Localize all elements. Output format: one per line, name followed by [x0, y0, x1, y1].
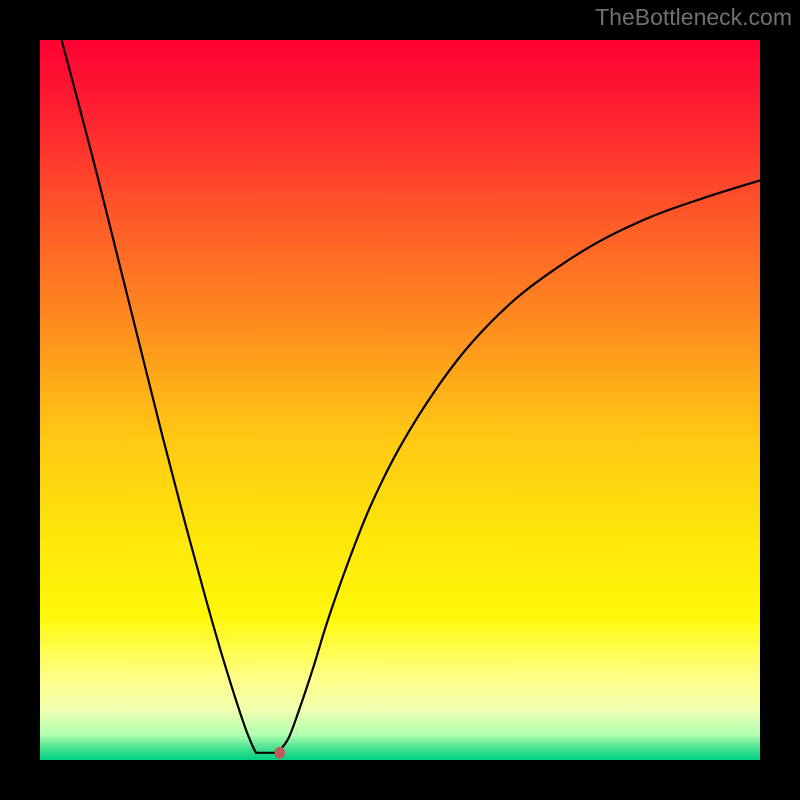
optimal-point-marker	[275, 747, 285, 759]
chart-container: TheBottleneck.com	[0, 0, 800, 800]
watermark-label: TheBottleneck.com	[595, 4, 792, 31]
plot-area-gradient	[40, 40, 760, 760]
chart-svg	[0, 0, 800, 800]
